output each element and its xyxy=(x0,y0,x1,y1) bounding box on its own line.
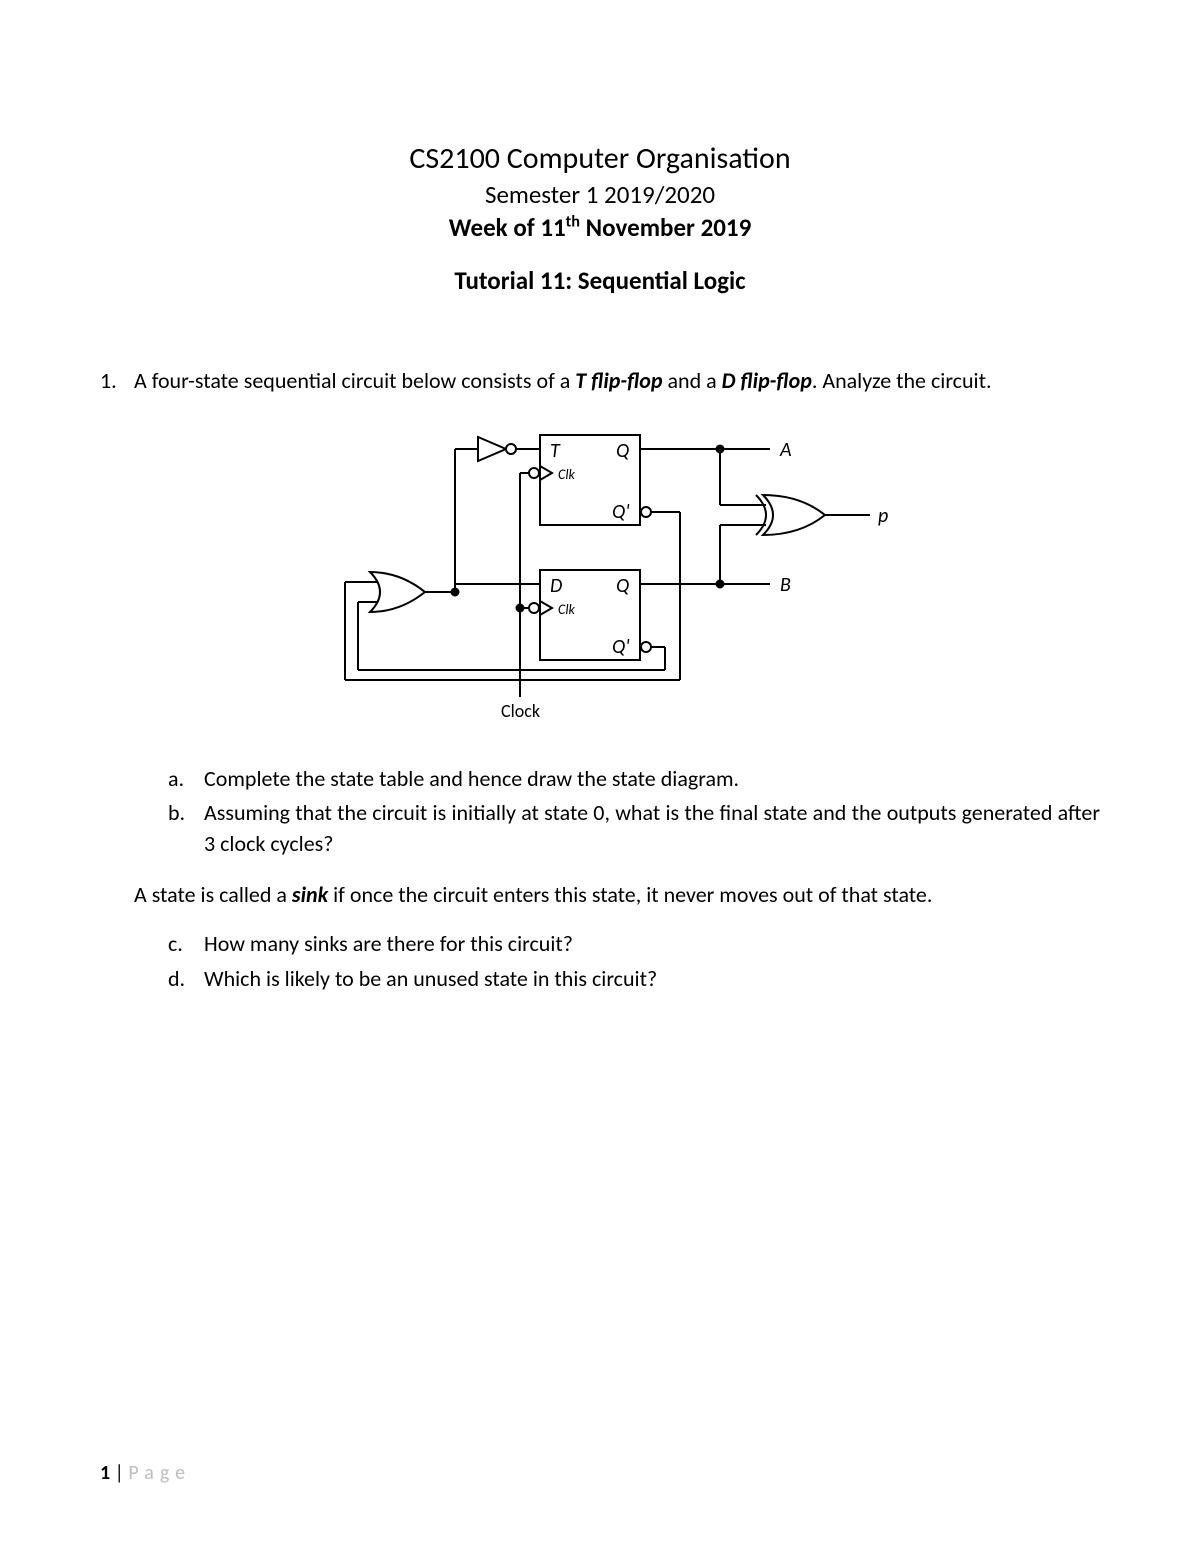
sub-body: Which is likely to be an unused state in… xyxy=(204,964,1100,995)
sub-letter: d. xyxy=(168,964,204,995)
sub-questions: a. Complete the state table and hence dr… xyxy=(168,764,1100,860)
label-Q-bot: Q xyxy=(616,574,629,598)
course-title: CS2100 Computer Organisation xyxy=(100,140,1100,177)
sub-letter: b. xyxy=(168,798,204,860)
page-number: 1 xyxy=(100,1461,110,1485)
question-row: 1. A four-state sequential circuit below… xyxy=(100,366,1100,397)
xor-gate-icon xyxy=(763,495,825,535)
sub-c: c. How many sinks are there for this cir… xyxy=(168,929,1100,960)
sink-definition: A state is called a sink if once the cir… xyxy=(134,880,1100,911)
sub-a: a. Complete the state table and hence dr… xyxy=(168,764,1100,795)
q-text-before: A four-state sequential circuit below co… xyxy=(134,367,575,394)
clk-bubble-icon xyxy=(529,603,539,613)
not-bubble-icon xyxy=(506,444,516,454)
label-clock: Clock xyxy=(501,700,540,722)
sink-pre: A state is called a xyxy=(134,881,292,908)
q-text-after: . Analyze the circuit. xyxy=(812,367,992,394)
or-gate-icon xyxy=(370,572,425,612)
sub-letter: c. xyxy=(168,929,204,960)
circuit-svg: T Q Clk Q' D Q Clk Q' A B p Clock xyxy=(300,415,900,735)
xor-back-arc-icon xyxy=(756,495,766,535)
footer-sep: | xyxy=(110,1461,128,1485)
t-flip-flop: T flip-flop xyxy=(575,367,662,394)
sub-body: Complete the state table and hence draw … xyxy=(204,764,1100,795)
junction-dot xyxy=(517,604,524,611)
circuit-diagram: T Q Clk Q' D Q Clk Q' A B p Clock xyxy=(100,415,1100,744)
page-word: Page xyxy=(128,1461,191,1485)
document-page: CS2100 Computer Organisation Semester 1 … xyxy=(0,0,1200,1553)
week-sup: th xyxy=(566,213,580,232)
label-Qp-bot: Q' xyxy=(612,635,630,659)
label-clk-top: Clk xyxy=(558,466,576,483)
sink-post: if once the circuit enters this state, i… xyxy=(328,881,932,908)
sub-questions-2: c. How many sinks are there for this cir… xyxy=(168,929,1100,995)
label-Qp-top: Q' xyxy=(612,500,630,524)
page-footer: 1 | Page xyxy=(100,1461,191,1485)
q-text-mid: and a xyxy=(663,367,722,394)
week-suffix: November 2019 xyxy=(580,212,751,243)
label-B: B xyxy=(780,573,791,597)
clk-tri-icon xyxy=(540,466,552,480)
sub-body: How many sinks are there for this circui… xyxy=(204,929,1100,960)
page-header: CS2100 Computer Organisation Semester 1 … xyxy=(100,140,1100,296)
label-Q-top: Q xyxy=(616,439,629,463)
question-1: 1. A four-state sequential circuit below… xyxy=(100,366,1100,994)
label-T: T xyxy=(550,439,561,463)
tutorial-title: Tutorial 11: Sequential Logic xyxy=(100,265,1100,296)
qprime-bubble-icon xyxy=(641,642,651,652)
week-line: Week of 11th November 2019 xyxy=(100,212,1100,243)
sub-d: d. Which is likely to be an unused state… xyxy=(168,964,1100,995)
sub-b: b. Assuming that the circuit is initiall… xyxy=(168,798,1100,860)
label-A: A xyxy=(779,438,792,462)
label-clk-bot: Clk xyxy=(558,601,576,618)
question-body: A four-state sequential circuit below co… xyxy=(134,366,1100,397)
sub-body: Assuming that the circuit is initially a… xyxy=(204,798,1100,860)
clk-bubble-icon xyxy=(529,468,539,478)
label-p: p xyxy=(878,504,888,528)
not-gate-icon xyxy=(478,437,506,461)
sink-term: sink xyxy=(292,881,328,908)
d-flip-flop: D flip-flop xyxy=(722,367,812,394)
label-D: D xyxy=(550,574,562,598)
sub-letter: a. xyxy=(168,764,204,795)
semester-line: Semester 1 2019/2020 xyxy=(100,179,1100,210)
clk-tri-icon xyxy=(540,601,552,615)
week-prefix: Week of 11 xyxy=(449,212,566,243)
question-number: 1. xyxy=(100,366,134,397)
qprime-bubble-icon xyxy=(641,507,651,517)
